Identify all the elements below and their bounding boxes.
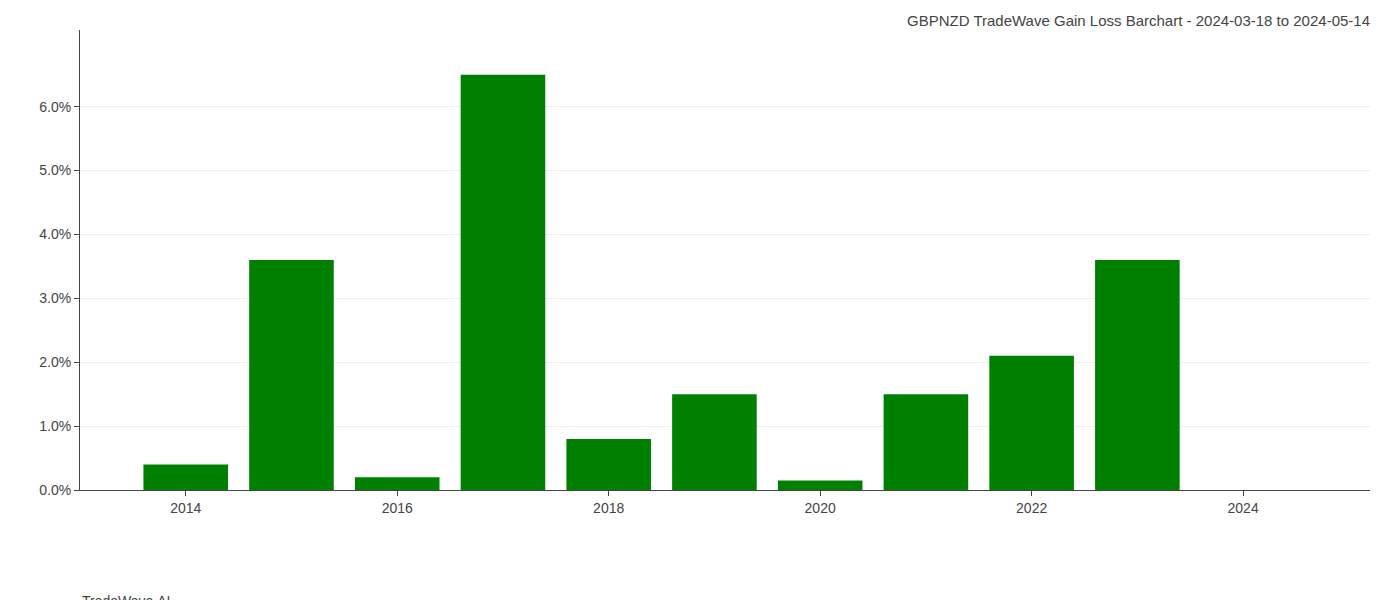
svg-text:2020: 2020: [805, 500, 836, 516]
svg-text:2022: 2022: [1016, 500, 1047, 516]
svg-text:0.0%: 0.0%: [39, 482, 71, 498]
svg-text:2018: 2018: [593, 500, 624, 516]
svg-text:4.0%: 4.0%: [39, 226, 71, 242]
svg-text:5.0%: 5.0%: [39, 162, 71, 178]
svg-text:2024: 2024: [1228, 500, 1259, 516]
svg-text:GBPNZD TradeWave Gain Loss Bar: GBPNZD TradeWave Gain Loss Barchart - 20…: [907, 12, 1370, 29]
svg-text:1.0%: 1.0%: [39, 418, 71, 434]
svg-text:2.0%: 2.0%: [39, 354, 71, 370]
svg-text:2014: 2014: [170, 500, 201, 516]
svg-text:3.0%: 3.0%: [39, 290, 71, 306]
svg-text:TradeWave.AI: TradeWave.AI: [82, 593, 170, 600]
svg-text:2016: 2016: [382, 500, 413, 516]
svg-text:6.0%: 6.0%: [39, 99, 71, 115]
